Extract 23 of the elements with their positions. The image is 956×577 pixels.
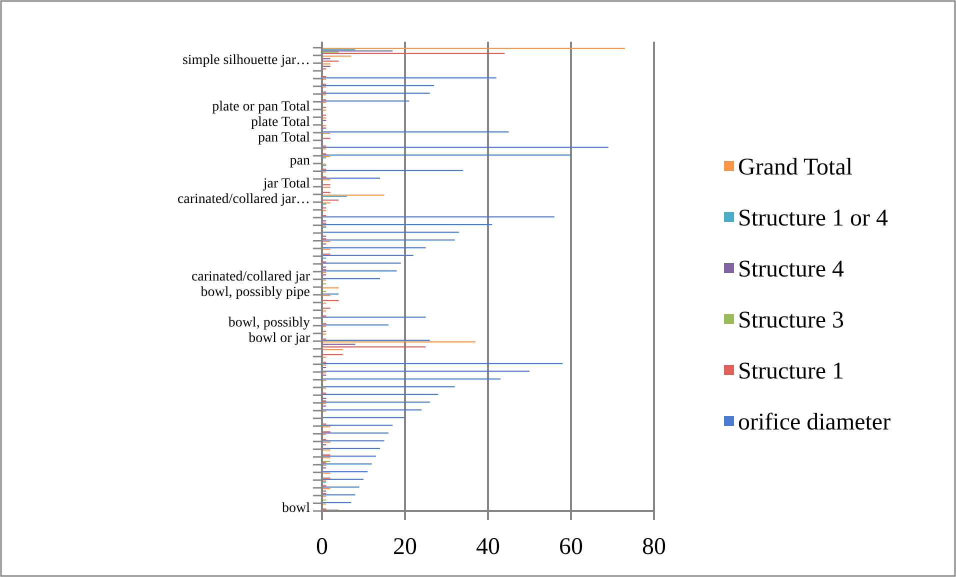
legend-label: Structure 4 (738, 256, 844, 282)
legend-label: Structure 3 (738, 307, 844, 334)
y-tick-label: carinated/collared jar… (177, 192, 310, 208)
legend-label: orifice diameter (738, 409, 891, 436)
y-tick-label: bowl, possibly pipe (200, 284, 310, 300)
legend-label: Grand Total (738, 154, 853, 180)
y-tick-label: pan (290, 154, 310, 169)
legend-label: Structure 1 (738, 358, 844, 384)
x-tick-label: 20 (393, 534, 417, 560)
y-tick-label: plate or pan Total (212, 100, 310, 115)
y-tick-label: bowl (282, 501, 310, 516)
y-tick-label: pan Total (258, 130, 310, 146)
y-tick-label: carinated/collared jar (191, 269, 310, 284)
y-tick-label: plate Total (250, 114, 310, 130)
x-tick-label: 60 (559, 534, 583, 560)
x-tick-label: 80 (642, 534, 666, 560)
y-tick-label: jar Total (262, 176, 310, 192)
legend-label: Structure 1 or 4 (738, 205, 888, 232)
y-tick-label: bowl or jar (248, 331, 310, 346)
y-tick-label: bowl, possibly (228, 316, 310, 331)
x-tick-label: 0 (316, 534, 328, 560)
y-tick-label: simple silhouette jar… (182, 53, 310, 68)
x-tick-label: 40 (476, 534, 500, 560)
